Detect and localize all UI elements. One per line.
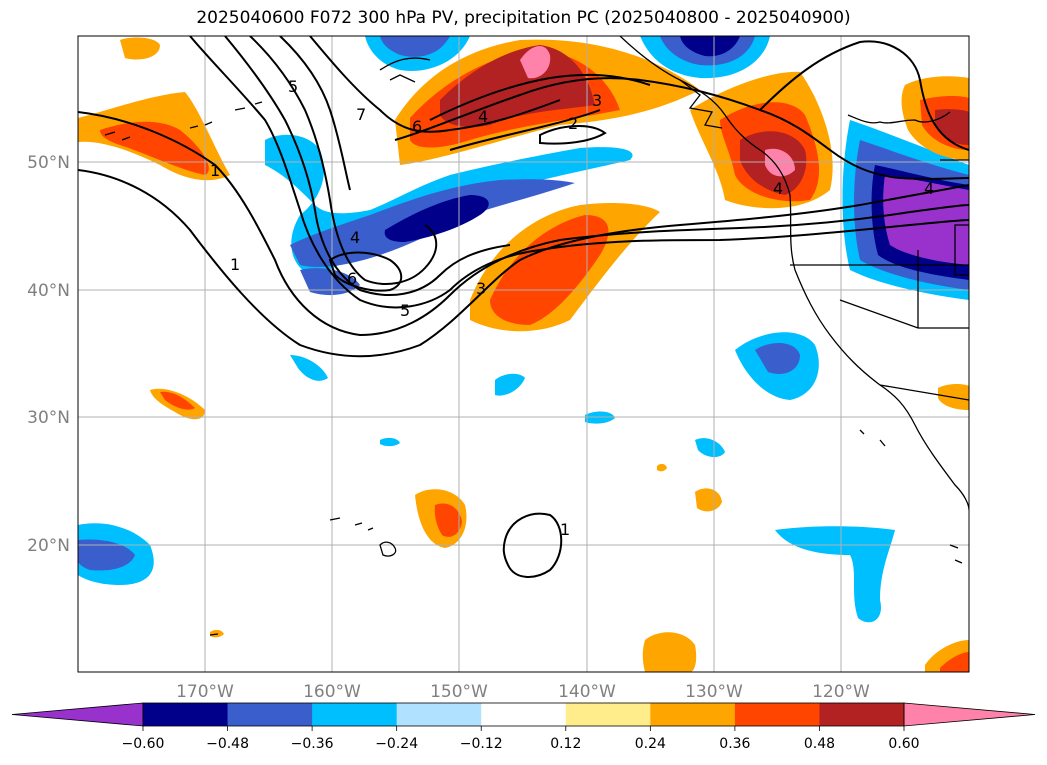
contour-label: 5	[400, 301, 410, 320]
colorbar-bin	[396, 703, 482, 726]
precip-positive-area	[520, 45, 551, 79]
map-title: 2025040600 F072 300 hPa PV, precipitatio…	[196, 8, 851, 28]
precip-positive-area	[160, 391, 195, 410]
lat-tick-label: 20°N	[27, 536, 70, 556]
precip-positive-area	[120, 37, 160, 60]
precip-negative-area	[585, 411, 615, 424]
precip-negative-area	[380, 36, 450, 57]
pv-contour-labels: 5 7 6 4 3 2 1 4 6 5 3 1 1 4 4	[210, 77, 934, 539]
colorbar: −0.60 −0.48 −0.36 −0.24 −0.12 0.12 0.24 0.36 0.4…	[11, 702, 1036, 752]
colorbar-tick-label: 0.12	[550, 736, 581, 752]
colorbar-tick-label: −0.36	[291, 736, 334, 752]
precip-positive-area	[642, 632, 697, 672]
colorbar-bin	[565, 703, 651, 726]
contour-label: 6	[412, 117, 422, 136]
precip-negative-area	[755, 343, 800, 375]
precip-positive-area	[490, 215, 609, 325]
colorbar-tick-label: −0.12	[460, 736, 503, 752]
colorbar-frame	[142, 702, 905, 727]
precip-negative-area	[380, 437, 400, 447]
lat-tick-label: 30°N	[27, 408, 70, 428]
lat-tick-label: 50°N	[27, 153, 70, 173]
colorbar-tick-label: 0.48	[804, 736, 835, 752]
precip-negative-area	[695, 438, 725, 458]
colorbar-bin	[481, 703, 567, 726]
precip-positive-area	[695, 488, 722, 512]
contour-label: 1	[560, 520, 570, 539]
lon-tick-label: 140°W	[558, 682, 616, 702]
precip-negative-area	[78, 539, 135, 571]
colorbar-tick-label: −0.60	[122, 736, 165, 752]
colorbar-tick-label: 0.24	[635, 736, 666, 752]
precip-negative-area	[384, 195, 489, 242]
colorbar-bin	[312, 703, 398, 726]
precip-positive-area	[940, 652, 969, 672]
lon-tick-label: 120°W	[812, 682, 870, 702]
precip-positive-area	[657, 463, 667, 472]
contour-label: 1	[210, 161, 220, 180]
colorbar-tick-label: 0.36	[719, 736, 750, 752]
contour-label: 7	[356, 105, 366, 124]
contour-label: 2	[568, 114, 578, 133]
contour-label: 3	[476, 279, 486, 298]
precip-negative-area	[495, 373, 525, 396]
colorbar-bin	[143, 703, 229, 726]
contour-label: 4	[350, 228, 360, 247]
contour-label: 4	[924, 179, 934, 198]
precip-positive-area	[765, 148, 795, 177]
lon-tick-label: 130°W	[685, 682, 743, 702]
precip-negative-area	[290, 355, 328, 381]
contour-label: 4	[478, 107, 488, 126]
colorbar-bin	[227, 703, 313, 726]
colorbar-bin	[734, 703, 820, 726]
precip-negative-area	[775, 526, 895, 623]
colorbar-under-extension	[11, 702, 144, 727]
precip-positive-area	[434, 503, 462, 537]
lat-tick-label: 40°N	[27, 281, 70, 301]
colorbar-bin	[650, 703, 736, 726]
contour-label: 1	[230, 255, 240, 274]
contour-label: 5	[288, 77, 298, 96]
map-frame	[77, 35, 970, 673]
colorbar-tick-label: −0.24	[375, 736, 418, 752]
lon-tick-label: 160°W	[303, 682, 361, 702]
colorbar-over-extension	[903, 702, 1036, 727]
precip-negative-area	[680, 36, 740, 57]
contour-label: 3	[592, 91, 602, 110]
lon-tick-label: 150°W	[430, 682, 488, 702]
lon-tick-label: 170°W	[176, 682, 234, 702]
lat-axis-labels: 50°N 40°N 30°N 20°N	[27, 153, 70, 556]
lon-axis-labels: 170°W 160°W 150°W 140°W 130°W 120°W	[176, 682, 870, 702]
contour-label: 4	[773, 179, 783, 198]
colorbar-tick-label: 0.60	[888, 736, 919, 752]
colorbar-bin	[819, 703, 905, 726]
colorbar-tick-label: −0.48	[206, 736, 249, 752]
contour-label: 6	[347, 269, 357, 288]
pv-contours	[78, 36, 969, 578]
coastlines	[104, 36, 969, 636]
